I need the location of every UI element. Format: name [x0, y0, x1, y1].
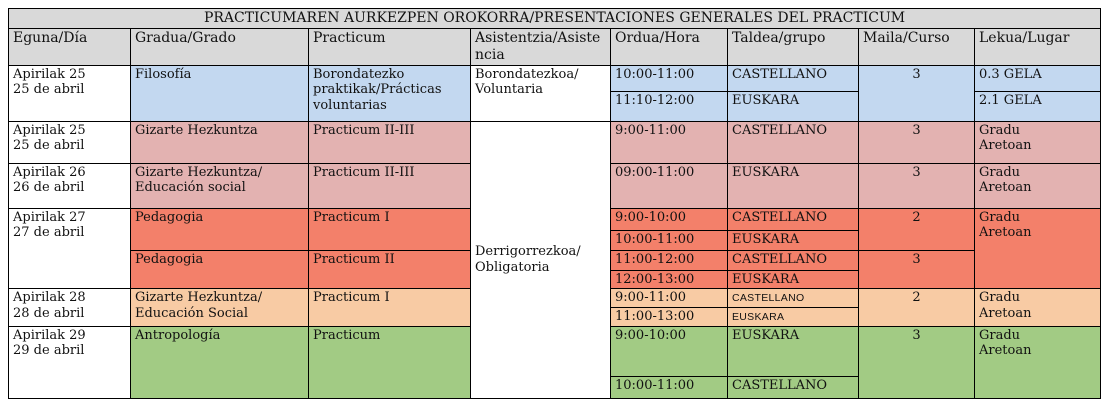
- cell-time: 10:00-11:00: [610, 375, 728, 399]
- col-header-day: Eguna/Día: [8, 28, 131, 66]
- cell-time: 9:00-10:00: [610, 325, 728, 377]
- cell-time: 9:00-10:00: [610, 207, 728, 231]
- cell-day: Apirilak 26 26 de abril: [8, 162, 131, 209]
- table-row: Apirilak 25 25 de abril Filosofía Borond…: [8, 64, 1102, 122]
- col-header-level: Maila/Curso: [858, 28, 975, 66]
- cell-time: 11:00-13:00: [610, 307, 728, 327]
- cell-attendance-mandatory: Derrigorrezkoa/ Obligatoria: [470, 120, 611, 399]
- cell-day: Apirilak 27 27 de abril: [8, 207, 131, 290]
- cell-time: 11:00-12:00: [610, 249, 728, 271]
- table-row: Apirilak 29 29 de abril Antropología Pra…: [8, 325, 1102, 399]
- cell-degree: Pedagogia: [130, 207, 309, 251]
- cell-time: 10:00-11:00: [610, 64, 728, 92]
- cell-practicum: Borondatezko praktikak/Prácticas volunta…: [308, 64, 471, 122]
- cell-degree: Filosofía: [130, 64, 309, 122]
- cell-group: EUSKARA: [727, 229, 859, 251]
- cell-group: CASTELLANO: [727, 64, 859, 92]
- cell-place: Gradu Aretoan: [973, 325, 1102, 399]
- cell-group: CASTELLANO: [727, 249, 859, 271]
- cell-level: 3: [858, 162, 975, 209]
- cell-degree: Gizarte Hezkuntza/ Educación Social: [130, 288, 309, 327]
- col-header-place: Lekua/Lugar: [973, 28, 1102, 66]
- table-row: 11:00-13:00 EUSKARA: [9, 307, 1101, 327]
- col-header-time: Ordua/Hora: [610, 28, 728, 66]
- cell-degree: Pedagogia: [130, 249, 309, 290]
- table-row: Apirilak 25 25 de abril Gizarte Hezkuntz…: [8, 120, 1102, 399]
- cell-practicum: Practicum I: [308, 288, 471, 327]
- cell-level: 3: [858, 64, 975, 122]
- cell-place: 0.3 GELA: [973, 64, 1102, 92]
- cell-place: Gradu Aretoan: [973, 288, 1102, 327]
- table-row: Apirilak 26 26 de abril Gizarte Hezkuntz…: [8, 162, 1102, 209]
- cell-time: 11:10-12:00: [610, 90, 728, 122]
- table-title: PRACTICUMAREN AURKEZPEN OROKORRA/PRESENT…: [7, 8, 1102, 29]
- practicum-schedule-table: PRACTICUMAREN AURKEZPEN OROKORRA/PRESENT…: [7, 8, 1102, 399]
- cell-place: Gradu Aretoan: [973, 207, 1102, 290]
- cell-degree: Gizarte Hezkuntza: [130, 120, 309, 164]
- cell-practicum: Practicum II-III: [308, 162, 471, 209]
- cell-time: 10:00-11:00: [610, 229, 728, 251]
- cell-group: CASTELLANO: [727, 120, 859, 164]
- cell-time: 09:00-11:00: [610, 162, 728, 209]
- cell-time: 9:00-11:00: [610, 120, 728, 164]
- cell-group: CASTELLANO: [727, 207, 859, 231]
- cell-time: 9:00-11:00: [610, 288, 728, 309]
- column-header-row: Eguna/Día Gradua/Grado Practicum Asisten…: [8, 28, 1102, 66]
- cell-level: 2: [858, 207, 975, 251]
- cell-place: Gradu Aretoan: [973, 162, 1102, 209]
- cell-day: Apirilak 25 25 de abril: [8, 120, 131, 164]
- cell-level: 3: [858, 120, 975, 164]
- cell-place: 2.1 GELA: [973, 90, 1102, 122]
- col-header-practicum: Practicum: [308, 28, 471, 66]
- cell-day: Apirilak 29 29 de abril: [8, 325, 131, 399]
- cell-day: Apirilak 25 25 de abril: [8, 64, 131, 122]
- table-row: Apirilak 27 27 de abril Pedagogia Practi…: [8, 207, 1102, 290]
- cell-level: 3: [858, 249, 975, 290]
- cell-attendance: Borondatezkoa/ Voluntaria: [470, 64, 611, 122]
- cell-group: CASTELLANO: [727, 288, 859, 309]
- cell-group: EUSKARA: [727, 325, 859, 377]
- cell-practicum: Practicum I: [308, 207, 471, 251]
- cell-practicum: Practicum II-III: [308, 120, 471, 164]
- cell-degree: Antropología: [130, 325, 309, 399]
- cell-day: Apirilak 28 28 de abril: [8, 288, 131, 327]
- cell-level: 2: [858, 288, 975, 327]
- cell-degree: Gizarte Hezkuntza/ Educación social: [130, 162, 309, 209]
- table-row: 11:10-12:00 EUSKARA 2.1 GELA: [9, 90, 1102, 122]
- table-row: Apirilak 28 28 de abril Gizarte Hezkuntz…: [8, 288, 1102, 327]
- cell-group: EUSKARA: [727, 90, 859, 122]
- col-header-degree: Gradua/Grado: [130, 28, 309, 66]
- table-row: 10:00-11:00 CASTELLANO: [9, 375, 1101, 399]
- col-header-group: Taldea/grupo: [727, 28, 859, 66]
- cell-practicum: Practicum: [308, 325, 471, 399]
- col-header-attendance: Asistentzia/Asistencia: [470, 28, 611, 66]
- cell-group: EUSKARA: [727, 307, 859, 327]
- cell-practicum: Practicum II: [308, 249, 471, 290]
- cell-group: EUSKARA: [727, 269, 859, 290]
- cell-place: Gradu Aretoan: [973, 120, 1102, 164]
- table-title-row: PRACTICUMAREN AURKEZPEN OROKORRA/PRESENT…: [7, 8, 1102, 29]
- cell-group: EUSKARA: [727, 162, 859, 209]
- table-row: Pedagogia Practicum II 11:00-12:00 CASTE…: [9, 249, 1101, 290]
- cell-level: 3: [858, 325, 975, 399]
- cell-group: CASTELLANO: [727, 375, 859, 399]
- cell-time: 12:00-13:00: [610, 269, 728, 290]
